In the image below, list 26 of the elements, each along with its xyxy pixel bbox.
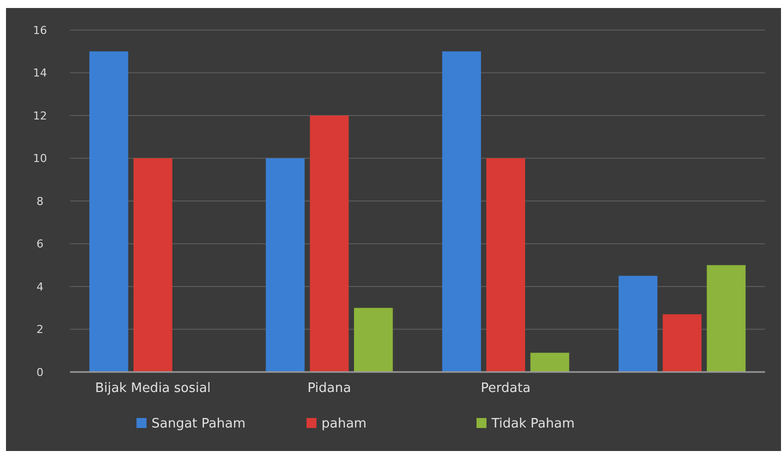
bar [310,116,349,372]
bar [134,158,172,372]
y-tick-label: 16 [33,24,47,37]
y-tick-label: 14 [33,66,47,80]
bar [530,352,570,372]
y-tick-label: 8 [36,194,44,208]
bar [486,158,526,372]
legend-label: Tidak Paham [490,416,575,432]
y-tick-label: 2 [36,323,44,336]
bar [706,265,746,372]
y-tick-label: 6 [36,238,44,251]
bar [662,314,702,372]
y-tick-label: 12 [33,109,47,122]
bar [354,308,393,372]
y-tick-label: 0 [36,366,44,379]
x-tick-label: Pidana [308,381,352,396]
bar [89,51,128,372]
legend-label: Sangat Paham [152,416,246,432]
x-tick-label: Perdata [480,381,531,396]
y-tick-label: 10 [33,152,47,166]
bar [442,51,481,372]
bar [618,276,658,372]
y-tick-label: 4 [36,280,44,294]
x-tick-label: Bijak Media sosial [95,381,211,396]
bar [266,158,305,372]
legend-label: paham [322,416,367,432]
